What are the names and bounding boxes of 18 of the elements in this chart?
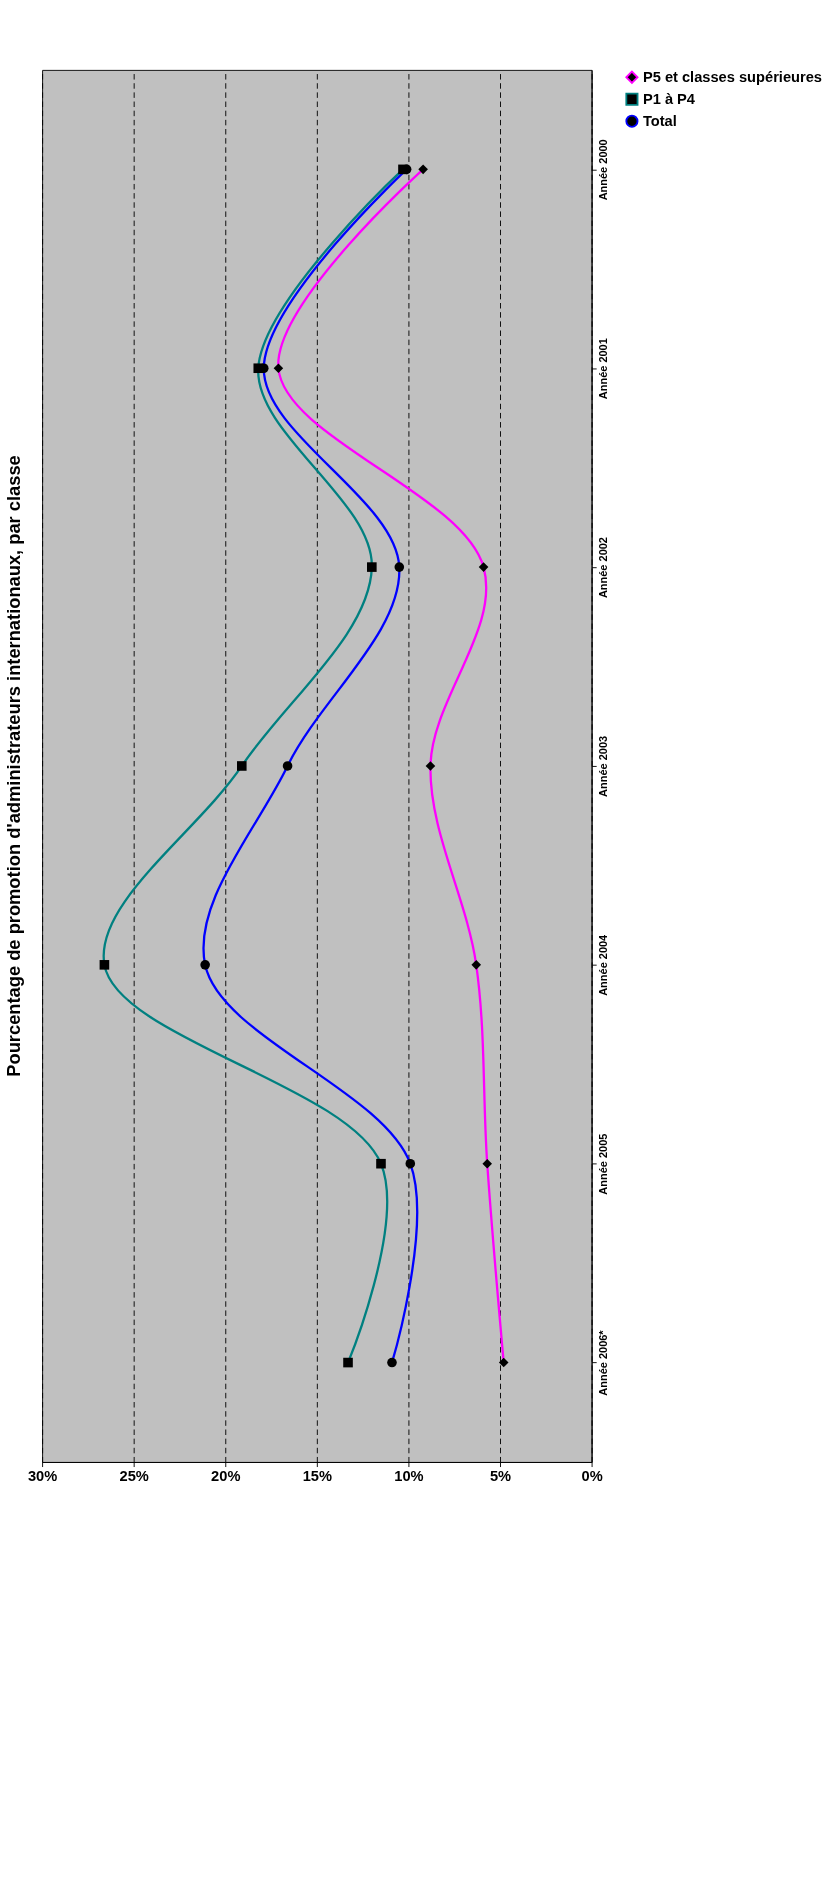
x-tick-label: 25%	[119, 1467, 149, 1484]
legend-label: P5 et classes supérieures	[642, 68, 822, 85]
legend-label: P1 à P4	[642, 90, 696, 107]
x-tick-label: 10%	[394, 1467, 424, 1484]
x-tick-label: 20%	[211, 1467, 241, 1484]
text: Pourcentage de promotion d'administrateurs internationaux, par classe	[3, 455, 25, 1077]
y-tick-label: Année 2002	[596, 537, 609, 599]
legend-label: Total	[642, 112, 677, 129]
y-tick-label: Année 2000	[596, 139, 609, 201]
y-tick-label: Année 2004	[596, 933, 609, 996]
x-tick-label: 30%	[27, 1467, 58, 1484]
x-tick-label: 0%	[581, 1467, 603, 1484]
y-tick-label: Année 2003	[596, 735, 609, 797]
y-tick-label: Année 2001	[596, 338, 609, 400]
x-tick-label: 15%	[302, 1467, 332, 1484]
y-tick-label: Année 2006*	[596, 1329, 609, 1396]
y-tick-label: Année 2005	[596, 1133, 609, 1195]
x-tick-label: 5%	[489, 1467, 512, 1484]
